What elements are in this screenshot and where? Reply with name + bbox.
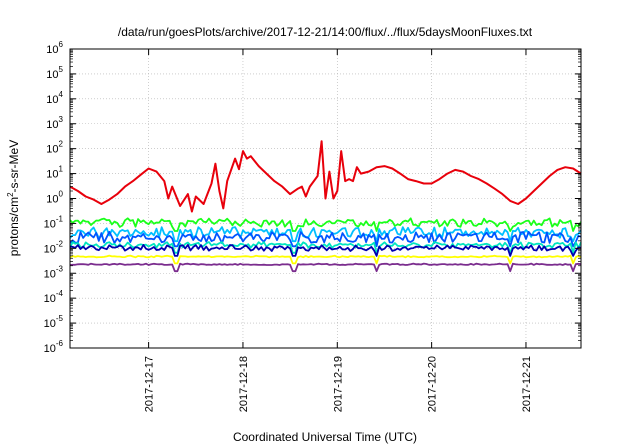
x-tick-label: 2017-12-19 bbox=[332, 356, 344, 412]
series-line-1 bbox=[70, 217, 581, 232]
x-tick-label: 2017-12-21 bbox=[521, 356, 533, 412]
y-tick-label: 104 bbox=[46, 90, 63, 106]
x-tick-label: 2017-12-20 bbox=[427, 356, 439, 412]
series-line-3 bbox=[70, 230, 581, 248]
series-line-7 bbox=[70, 262, 581, 273]
x-axis: 2017-12-17 2017-12-18 2017-12-19 2017-12-20… bbox=[144, 49, 533, 412]
y-axis: 10-6 10-5 10-4 10-3 10-2 10-1 100 101 102 103 104 1… bbox=[44, 40, 581, 355]
series-line-2 bbox=[70, 226, 581, 243]
y-tick-label: 103 bbox=[46, 115, 63, 131]
y-tick-label: 106 bbox=[46, 40, 63, 56]
y-tick-label: 10-4 bbox=[44, 289, 64, 305]
y-tick-label: 10-3 bbox=[44, 264, 64, 280]
y-tick-label: 102 bbox=[46, 140, 63, 156]
chart-title: /data/run/goesPlots/archive/2017-12-21/1… bbox=[118, 25, 533, 39]
series-line-0 bbox=[70, 140, 581, 213]
series-line-6 bbox=[70, 254, 581, 265]
x-tick-label: 2017-12-17 bbox=[144, 356, 156, 412]
y-tick-label: 100 bbox=[46, 190, 63, 206]
series-line-5 bbox=[70, 244, 581, 257]
y-axis-label: protons/cm2-s-sr-MeV bbox=[6, 140, 21, 256]
y-tick-label: 10-1 bbox=[44, 214, 64, 230]
y-tick-label: 10-5 bbox=[44, 314, 64, 330]
x-axis-label: Coordinated Universal Time (UTC) bbox=[233, 430, 417, 444]
y-tick-label: 105 bbox=[46, 65, 63, 81]
y-tick-label: 101 bbox=[46, 165, 63, 181]
x-tick-label: 2017-12-18 bbox=[238, 356, 250, 412]
y-tick-label: 10-2 bbox=[44, 239, 64, 255]
y-tick-label: 10-6 bbox=[44, 339, 64, 355]
series-line-4 bbox=[70, 241, 581, 254]
series-layer bbox=[70, 140, 581, 273]
